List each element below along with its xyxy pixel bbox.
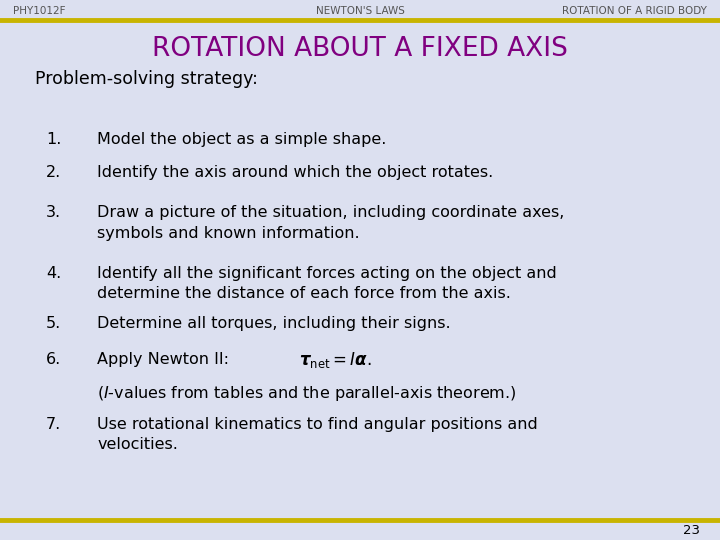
Text: 6.: 6.	[46, 352, 61, 367]
Text: PHY1012F: PHY1012F	[13, 6, 66, 16]
Text: 4.: 4.	[46, 266, 61, 281]
Text: Identify the axis around which the object rotates.: Identify the axis around which the objec…	[97, 165, 493, 180]
Text: 23: 23	[683, 524, 700, 537]
Text: ROTATION ABOUT A FIXED AXIS: ROTATION ABOUT A FIXED AXIS	[152, 36, 568, 62]
Text: Apply Newton II:: Apply Newton II:	[97, 352, 240, 367]
Text: 1.: 1.	[46, 132, 61, 147]
Text: ROTATION OF A RIGID BODY: ROTATION OF A RIGID BODY	[562, 6, 707, 16]
Text: Use rotational kinematics to find angular positions and
velocities.: Use rotational kinematics to find angula…	[97, 417, 538, 453]
Text: Identify all the significant forces acting on the object and
determine the dista: Identify all the significant forces acti…	[97, 266, 557, 301]
Text: ($\mathit{I}$-values from tables and the parallel-axis theorem.): ($\mathit{I}$-values from tables and the…	[97, 384, 517, 403]
Text: 7.: 7.	[46, 417, 61, 432]
Text: Problem-solving strategy:: Problem-solving strategy:	[35, 70, 258, 89]
Text: Model the object as a simple shape.: Model the object as a simple shape.	[97, 132, 387, 147]
Text: NEWTON'S LAWS: NEWTON'S LAWS	[315, 6, 405, 16]
Text: $\boldsymbol{\tau}_{\rm net} = \mathit{I}\boldsymbol{\alpha}.$: $\boldsymbol{\tau}_{\rm net} = \mathit{I…	[299, 350, 372, 370]
Text: 2.: 2.	[46, 165, 61, 180]
Text: 5.: 5.	[46, 316, 61, 331]
Text: 3.: 3.	[46, 205, 61, 220]
Text: Determine all torques, including their signs.: Determine all torques, including their s…	[97, 316, 451, 331]
Text: Draw a picture of the situation, including coordinate axes,
symbols and known in: Draw a picture of the situation, includi…	[97, 205, 564, 241]
